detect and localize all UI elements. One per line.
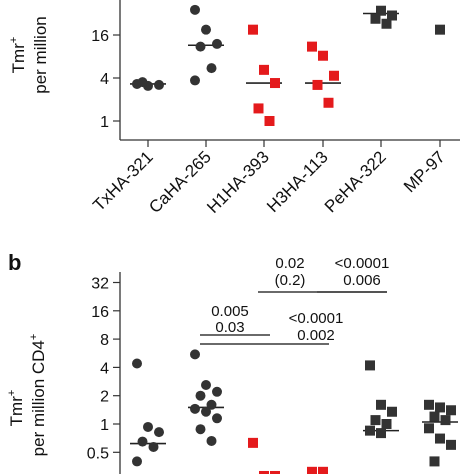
panel-a-point xyxy=(259,64,269,75)
panel-b-point xyxy=(132,456,142,467)
panel-a-point xyxy=(195,41,206,52)
panel-a-y-tick-label: 16 xyxy=(91,28,109,45)
panel-a-point xyxy=(190,75,200,86)
panel-b-label: b xyxy=(8,250,21,275)
category-label: MP-97 xyxy=(400,147,449,196)
panel-b-y-tick-label: 1 xyxy=(100,417,109,434)
panel-b-point xyxy=(387,406,397,417)
panel-a-y-tick-label: 1 xyxy=(100,114,109,131)
panel-a-point xyxy=(206,63,217,74)
panel-a-y-tick-label: 4 xyxy=(100,71,109,88)
panel-b-y-tick-label: 8 xyxy=(100,332,109,349)
panel-a-point xyxy=(248,24,258,35)
panel-b-point xyxy=(270,470,280,474)
panel-b-point xyxy=(137,436,148,447)
panel-b-point xyxy=(212,386,222,397)
panel-a-point xyxy=(318,50,328,61)
panel-b-point xyxy=(132,358,142,369)
panel-b-point xyxy=(190,403,200,414)
panel-b-point xyxy=(365,360,375,371)
panel-b-point xyxy=(429,411,440,422)
panel-b-point xyxy=(190,349,200,360)
panel-b-point xyxy=(381,419,392,429)
panel-a-point xyxy=(307,41,317,52)
panel-b-point xyxy=(435,433,445,444)
panel-b-point xyxy=(370,415,381,426)
panel-a-point xyxy=(190,4,200,15)
panel-b-point xyxy=(424,399,434,410)
category-label: H1HA-393 xyxy=(203,147,273,217)
panel-b-y-tick-label: 0.5 xyxy=(87,445,109,462)
panel-a-point xyxy=(329,70,339,81)
panel-b-point xyxy=(143,421,153,432)
panel-a-point xyxy=(201,24,211,35)
p-value-label: (0.2) xyxy=(275,272,306,289)
panel-b-point xyxy=(307,466,317,474)
panel-b-y-tick-label: 2 xyxy=(100,389,109,406)
panel-b-y-axis-label: Tmr+ xyxy=(6,390,26,427)
panel-b-point xyxy=(440,415,451,426)
panel-b-point xyxy=(195,390,206,401)
panel-a-y-axis-label: Tmr+ xyxy=(8,37,28,74)
panel-b-y-tick-label: 16 xyxy=(91,304,109,321)
p-value-label: 0.005 xyxy=(211,303,249,320)
panel-b-point xyxy=(429,456,440,467)
panel-b-point xyxy=(446,439,456,450)
panel-b-y-axis-label-line2: per million CD4+ xyxy=(28,334,48,457)
panel-b-point xyxy=(435,402,445,413)
panel-a-point xyxy=(212,38,222,49)
panel-b-y-tick-label: 32 xyxy=(91,276,109,293)
panel-a-point xyxy=(370,13,381,24)
panel-a-point xyxy=(323,97,334,108)
panel-b-point xyxy=(148,441,159,452)
panel-b-point xyxy=(424,423,434,434)
panel-a-point xyxy=(253,103,264,114)
panel-a-point xyxy=(381,18,392,29)
panel-b-point xyxy=(318,466,328,474)
category-label: CaHA-265 xyxy=(145,147,215,217)
category-label: H3HA-113 xyxy=(263,147,332,216)
p-value-label: 0.03 xyxy=(215,319,244,336)
panel-a-point xyxy=(137,77,148,88)
panel-a-point xyxy=(264,116,275,126)
panel-b-point xyxy=(376,428,386,439)
panel-a-point xyxy=(387,10,397,21)
panel-b-point xyxy=(206,399,217,410)
p-value-label: 0.02 xyxy=(275,255,304,272)
panel-a-point xyxy=(435,24,445,35)
panel-b-y-tick-label: 4 xyxy=(100,360,109,377)
panel-a-y-axis-label-line2: per million xyxy=(31,16,50,93)
panel-b-point xyxy=(248,437,258,448)
panel-b-point xyxy=(201,406,211,417)
p-value-label: 0.006 xyxy=(343,272,381,289)
category-label: PeHA-322 xyxy=(321,147,390,216)
panel-b-point xyxy=(259,470,269,474)
panel-b-point xyxy=(154,427,164,438)
panel-b-point xyxy=(365,425,375,436)
p-value-label: 0.002 xyxy=(297,327,335,344)
panel-a-point xyxy=(312,79,323,90)
panel-b-point xyxy=(446,405,456,416)
panel-b-point xyxy=(376,399,386,410)
panel-a-point xyxy=(270,78,280,89)
panel-a-point xyxy=(376,5,386,16)
p-value-label: <0.0001 xyxy=(335,255,390,272)
panel-b-point xyxy=(206,435,217,446)
p-value-label: <0.0001 xyxy=(289,310,344,327)
panel-b-point xyxy=(195,424,206,435)
panel-a-point xyxy=(154,79,164,90)
panel-b-point xyxy=(201,379,211,390)
panel-b-point xyxy=(212,413,222,424)
